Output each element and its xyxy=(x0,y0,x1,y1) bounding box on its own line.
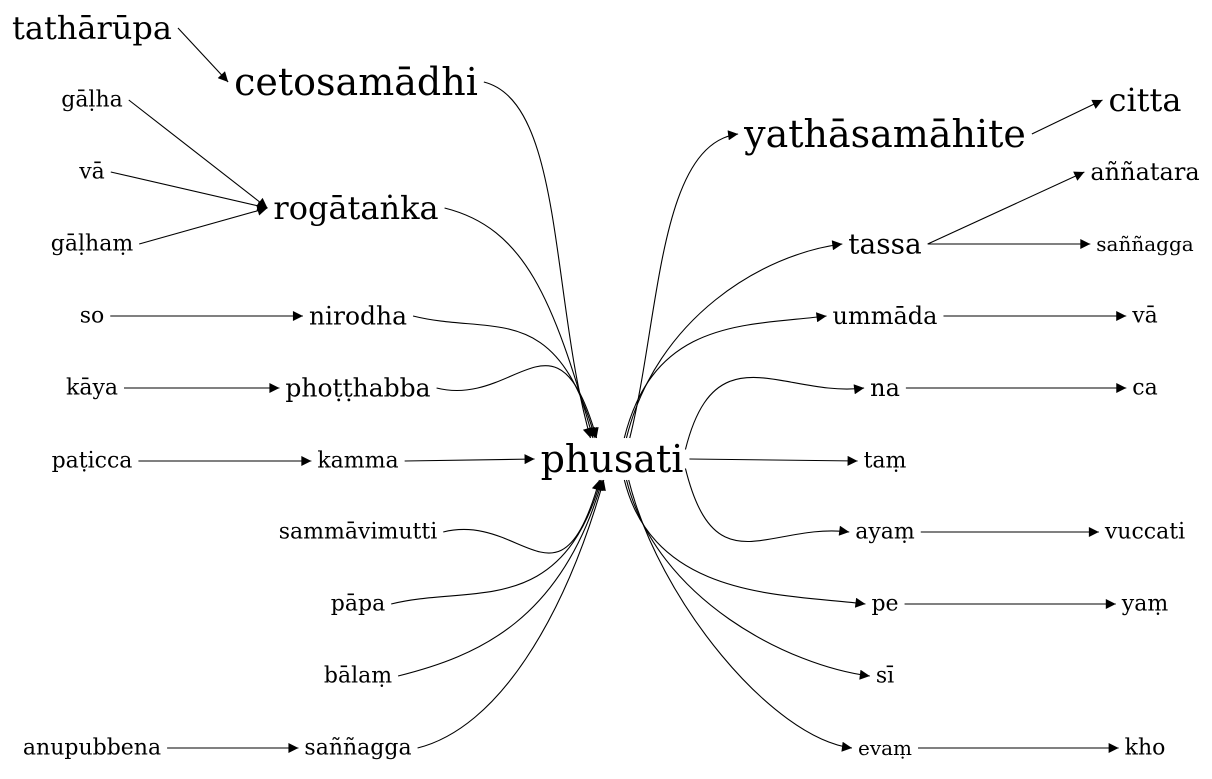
node-papa: pāpa xyxy=(331,592,385,617)
node-evam: evaṃ xyxy=(858,736,912,760)
edge-phusati-to-pe xyxy=(623,479,866,608)
node-galham: gāḷhaṃ xyxy=(51,232,134,257)
edge-photthabba-to-phusati xyxy=(436,365,599,439)
edge-rogatanka-to-phusati xyxy=(444,207,596,439)
edge-phusati-to-yathasamahite xyxy=(629,130,739,439)
nodes-layer: tathārūpa cetosamādhi gāḷha vā gāḷhaṃ rogātaṅ… xyxy=(12,9,1200,761)
node-annatara: aññatara xyxy=(1090,158,1199,186)
edge-tatharupa-to-cetosamadhi xyxy=(177,27,229,83)
node-va-left: vā xyxy=(78,160,105,185)
node-balam: bālaṃ xyxy=(324,664,392,689)
node-sannagga-right: saññagga xyxy=(1096,232,1193,256)
node-yam: yaṃ xyxy=(1121,592,1169,617)
edge-tassa-to-annatara xyxy=(927,171,1085,245)
edge-papa-to-phusati xyxy=(391,479,603,605)
edge-kamma-to-phusati xyxy=(404,454,535,465)
node-phusati: phusati xyxy=(541,437,684,481)
node-nirodha: nirodha xyxy=(309,302,407,331)
node-kaya: kāya xyxy=(66,376,118,401)
node-sannagga-left: saññagga xyxy=(304,736,411,761)
edge-phusati-to-evam xyxy=(628,479,853,752)
node-cetosamadhi: cetosamādhi xyxy=(234,60,478,104)
edge-cetosamadhi-to-phusati xyxy=(483,81,593,439)
node-pe: pe xyxy=(871,592,898,617)
edge-galha-to-rogatanka xyxy=(128,99,268,209)
edge-phusati-to-ummada xyxy=(623,312,827,439)
edges-layer xyxy=(110,27,1127,753)
edge-balam-to-phusati xyxy=(397,479,605,677)
edge-nirodha-to-phusati xyxy=(412,315,598,439)
edge-galham-to-rogatanka xyxy=(139,205,268,245)
edge-phusati-to-tassa xyxy=(625,240,843,439)
node-tassa: tassa xyxy=(848,228,921,261)
node-kho: kho xyxy=(1125,736,1166,761)
node-ca: ca xyxy=(1132,376,1157,401)
node-galha: gāḷha xyxy=(61,88,123,113)
edge-phusati-to-ayam xyxy=(684,468,850,543)
node-photthabba: phoṭṭhabba xyxy=(285,374,430,403)
node-tatharupa: tathārūpa xyxy=(12,9,172,47)
node-so: so xyxy=(80,304,105,329)
edge-yathasamahite-to-citta xyxy=(1031,99,1103,135)
edge-sammavimutti-to-phusati xyxy=(443,479,602,554)
edge-va-left-to-rogatanka xyxy=(110,171,268,211)
edge-phusati-to-na xyxy=(684,376,865,450)
node-anupubbena: anupubbena xyxy=(23,736,161,761)
node-paticca: paṭicca xyxy=(52,449,133,474)
node-ummada: ummāda xyxy=(833,302,938,330)
node-si: sī xyxy=(876,664,894,689)
node-yathasamahite: yathāsamāhite xyxy=(743,112,1026,156)
node-kamma: kamma xyxy=(317,449,398,474)
node-ayam: ayaṃ xyxy=(855,520,915,545)
node-vuccati: vuccati xyxy=(1104,520,1185,545)
node-va-right: vā xyxy=(1131,304,1158,329)
node-sammavimutti: sammāvimutti xyxy=(279,520,437,545)
edge-phusati-to-si xyxy=(625,479,870,680)
edge-sannagga-left-to-phusati xyxy=(417,479,606,749)
node-na: na xyxy=(870,374,900,402)
node-tam: taṃ xyxy=(864,449,907,474)
node-rogatanka: rogātaṅka xyxy=(273,189,438,227)
node-citta: citta xyxy=(1109,81,1182,119)
edge-phusati-to-tam xyxy=(689,455,858,466)
